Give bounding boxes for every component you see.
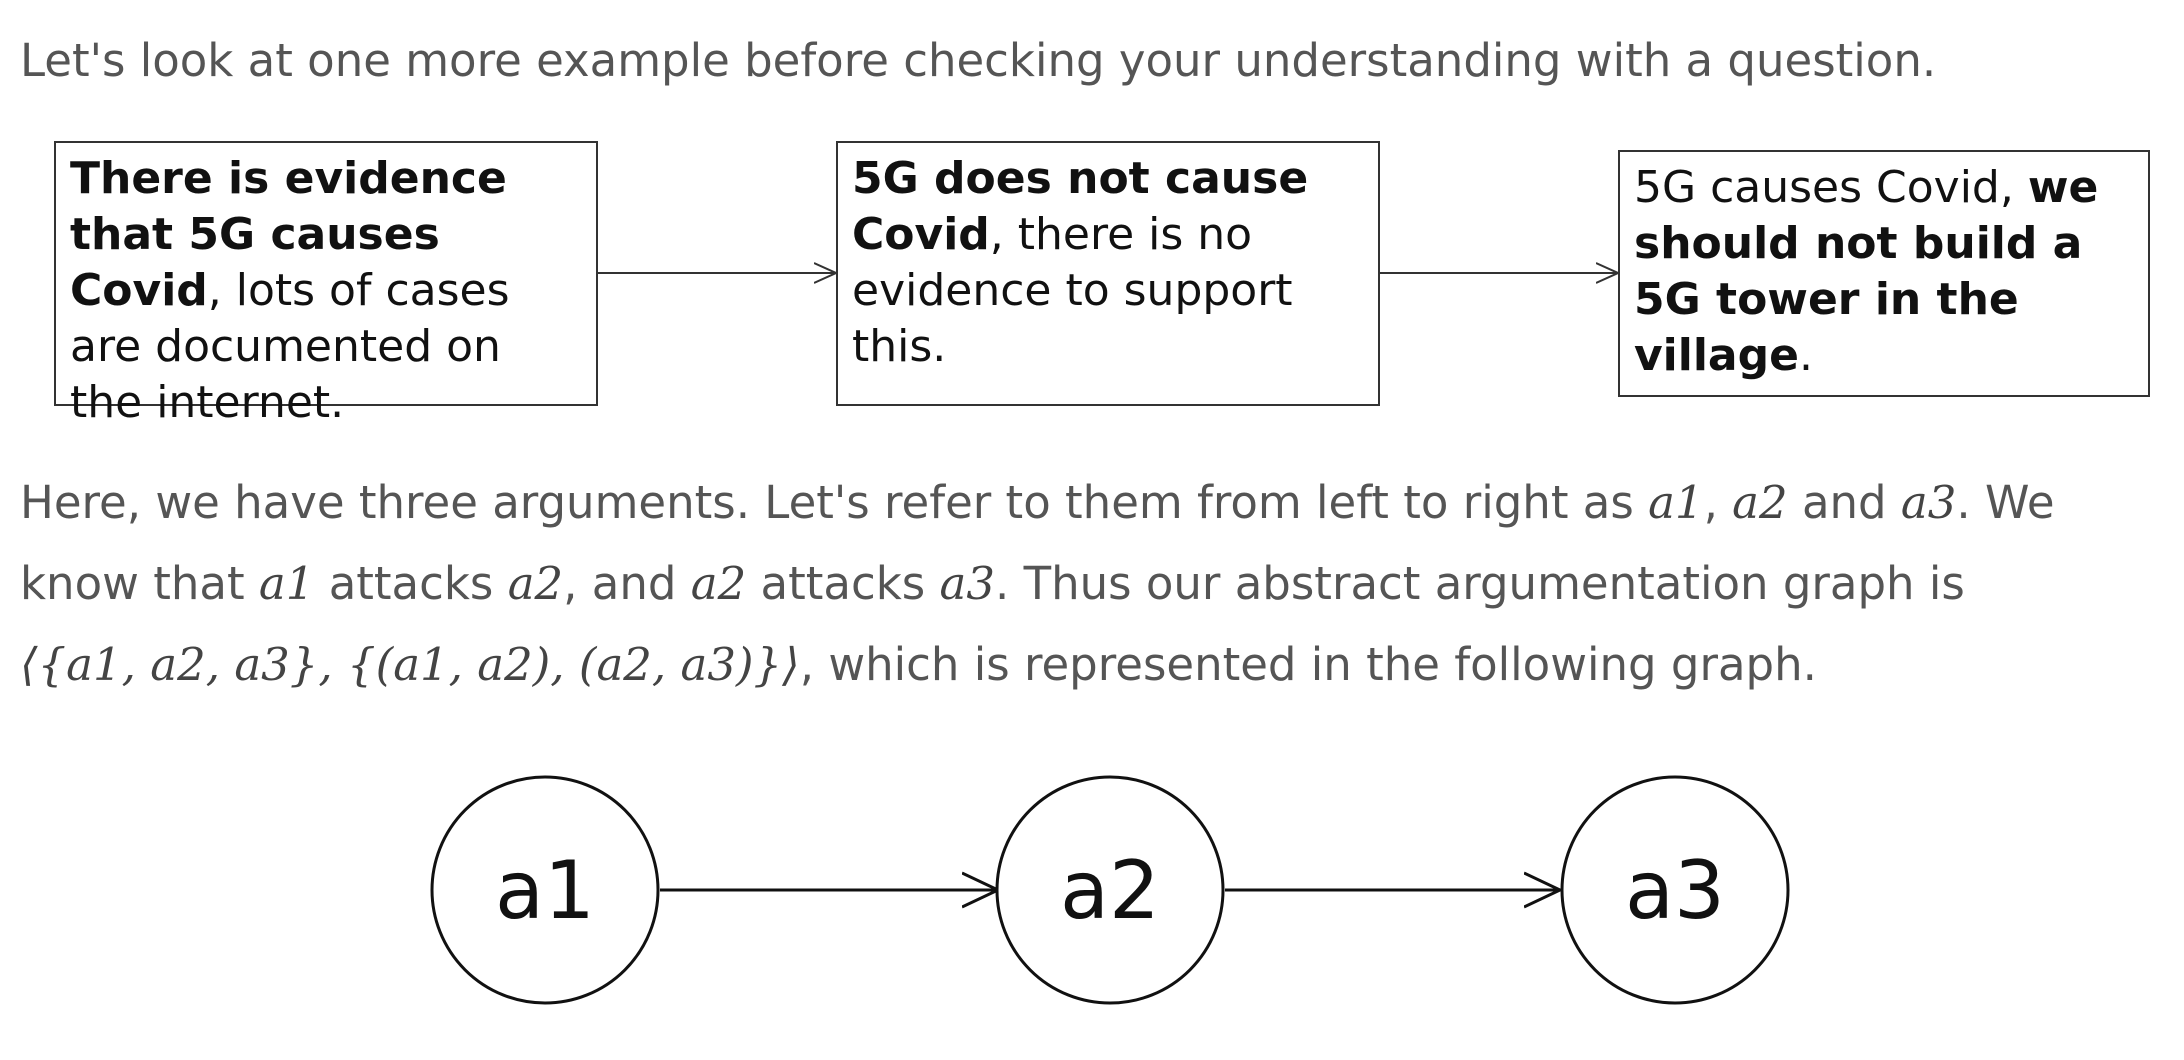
math-a2: a2 bbox=[507, 557, 564, 610]
math-a1: a1 bbox=[258, 557, 315, 610]
explanation-part: and bbox=[1787, 476, 1901, 529]
graph-node-label: a3 bbox=[1625, 844, 1725, 937]
explanation-part: attacks bbox=[314, 557, 508, 610]
argument-box-3-text: 5G causes Covid, bbox=[1634, 162, 2028, 213]
explanation-part: Here, we have three arguments. Let's ref… bbox=[20, 476, 1649, 529]
math-a2: a2 bbox=[1732, 476, 1788, 529]
explanation-part: attacks bbox=[746, 557, 940, 610]
argument-box-3: 5G causes Covid, we should not build a 5… bbox=[1618, 150, 2150, 397]
math-a2: a2 bbox=[690, 557, 747, 610]
explanation-part: . Thus our abstract argumentation graph … bbox=[994, 557, 1965, 610]
math-a3: a3 bbox=[939, 557, 995, 610]
math-a3: a3 bbox=[1900, 476, 1957, 529]
argument-box-3-period: . bbox=[1798, 330, 1813, 381]
argument-box-2: 5G does not cause Covid, there is no evi… bbox=[836, 141, 1380, 406]
math-a1: a1 bbox=[1648, 476, 1704, 529]
explanation-part: , and bbox=[563, 557, 691, 610]
argument-box-2-bold: 5G does not cause Covid bbox=[852, 153, 1309, 260]
argument-box-1-bold: There is evidence that 5G causes Covid bbox=[70, 153, 507, 316]
argument-box-1: There is evidence that 5G causes Covid, … bbox=[54, 141, 598, 428]
argument-box-1-text: , lots of cases are documented on the in… bbox=[70, 265, 510, 428]
graph-node-label: a2 bbox=[1060, 844, 1160, 937]
explanation-text: Here, we have three arguments. Let's ref… bbox=[20, 462, 2160, 705]
graph-node-a3: a3 bbox=[1560, 775, 1790, 1005]
intro-text: Let's look at one more example before ch… bbox=[20, 34, 1937, 87]
explanation-part: . We know that bbox=[20, 476, 2055, 610]
explanation-part: , which is represented in the following … bbox=[799, 638, 1817, 691]
math-graph-definition: ⟨{a1, a2, a3}, {(a1, a2), (a2, a3)}⟩ bbox=[20, 638, 800, 691]
argument-box-3-bold: we should not build a 5G tower in the vi… bbox=[1634, 162, 2099, 381]
graph-node-a1: a1 bbox=[430, 775, 660, 1005]
graph-node-label: a1 bbox=[495, 844, 595, 937]
argument-box-2-text: , there is no evidence to support this. bbox=[852, 209, 1293, 372]
graph-node-a2: a2 bbox=[995, 775, 1225, 1005]
explanation-part: , bbox=[1703, 476, 1733, 529]
